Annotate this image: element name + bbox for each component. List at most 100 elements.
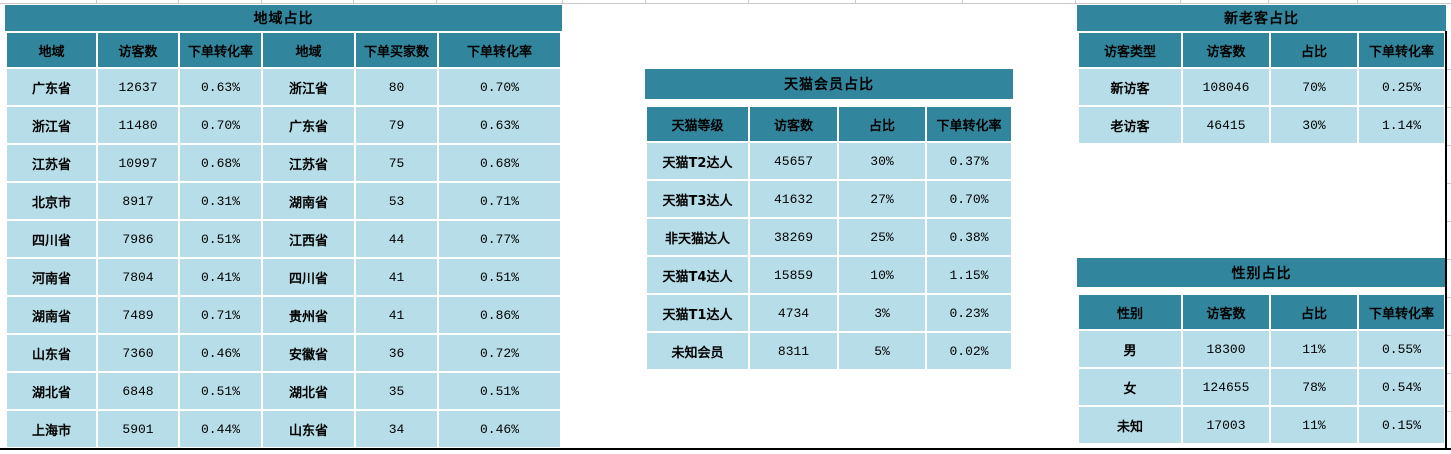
data-cell[interactable]: 44: [356, 221, 437, 257]
data-cell[interactable]: 0.77%: [439, 221, 560, 257]
data-cell[interactable]: 124655: [1183, 369, 1269, 405]
data-cell[interactable]: 78%: [1271, 369, 1357, 405]
data-cell[interactable]: 80: [356, 69, 437, 105]
data-cell[interactable]: 0.46%: [439, 411, 560, 447]
data-cell[interactable]: 12637: [98, 69, 178, 105]
header-cell[interactable]: 下单转化率: [927, 107, 1011, 141]
data-cell[interactable]: 11480: [98, 107, 178, 143]
data-cell[interactable]: 天猫T2达人: [647, 143, 748, 179]
header-cell[interactable]: 下单转化率: [439, 33, 560, 67]
data-cell[interactable]: 男: [1079, 331, 1181, 367]
data-cell[interactable]: 天猫T3达人: [647, 181, 748, 217]
data-cell[interactable]: 0.38%: [927, 219, 1011, 255]
data-cell[interactable]: 0.31%: [180, 183, 261, 219]
data-cell[interactable]: 北京市: [7, 183, 96, 219]
data-cell[interactable]: 0.86%: [439, 297, 560, 333]
data-cell[interactable]: 4734: [750, 295, 837, 331]
data-cell[interactable]: 湖南省: [7, 297, 96, 333]
data-cell[interactable]: 0.37%: [927, 143, 1011, 179]
data-cell[interactable]: 11%: [1271, 331, 1357, 367]
data-cell[interactable]: 27%: [839, 181, 925, 217]
data-cell[interactable]: 0.63%: [439, 107, 560, 143]
data-cell[interactable]: 0.71%: [439, 183, 560, 219]
data-cell[interactable]: 7986: [98, 221, 178, 257]
data-cell[interactable]: 0.15%: [1359, 407, 1444, 443]
data-cell[interactable]: 17003: [1183, 407, 1269, 443]
data-cell[interactable]: 18300: [1183, 331, 1269, 367]
data-cell[interactable]: 上海市: [7, 411, 96, 447]
data-cell[interactable]: 11%: [1271, 407, 1357, 443]
data-cell[interactable]: 10%: [839, 257, 925, 293]
data-cell[interactable]: 0.51%: [439, 259, 560, 295]
data-cell[interactable]: 天猫T4达人: [647, 257, 748, 293]
data-cell[interactable]: 江苏省: [7, 145, 96, 181]
data-cell[interactable]: 10997: [98, 145, 178, 181]
data-cell[interactable]: 36: [356, 335, 437, 371]
data-cell[interactable]: 41: [356, 297, 437, 333]
data-cell[interactable]: 湖北省: [7, 373, 96, 409]
data-cell[interactable]: 浙江省: [7, 107, 96, 143]
data-cell[interactable]: 老访客: [1079, 107, 1181, 143]
data-cell[interactable]: 0.41%: [180, 259, 261, 295]
data-cell[interactable]: 0.72%: [439, 335, 560, 371]
data-cell[interactable]: 江苏省: [263, 145, 354, 181]
data-cell[interactable]: 0.44%: [180, 411, 261, 447]
data-cell[interactable]: 0.71%: [180, 297, 261, 333]
header-cell[interactable]: 性别: [1079, 295, 1181, 329]
data-cell[interactable]: 0.70%: [180, 107, 261, 143]
data-cell[interactable]: 3%: [839, 295, 925, 331]
data-cell[interactable]: 广东省: [263, 107, 354, 143]
data-cell[interactable]: 41632: [750, 181, 837, 217]
header-cell[interactable]: 下单转化率: [180, 33, 261, 67]
data-cell[interactable]: 46415: [1183, 107, 1269, 143]
data-cell[interactable]: 0.02%: [927, 333, 1011, 369]
data-cell[interactable]: 女: [1079, 369, 1181, 405]
data-cell[interactable]: 0.51%: [180, 221, 261, 257]
data-cell[interactable]: 浙江省: [263, 69, 354, 105]
data-cell[interactable]: 0.68%: [180, 145, 261, 181]
data-cell[interactable]: 未知会员: [647, 333, 748, 369]
data-cell[interactable]: 0.23%: [927, 295, 1011, 331]
header-cell[interactable]: 访客数: [1183, 33, 1269, 67]
header-cell[interactable]: 占比: [839, 107, 925, 141]
header-cell[interactable]: 地域: [263, 33, 354, 67]
header-cell[interactable]: 天猫等级: [647, 107, 748, 141]
header-cell[interactable]: 地域: [7, 33, 96, 67]
data-cell[interactable]: 30%: [1271, 107, 1357, 143]
data-cell[interactable]: 0.55%: [1359, 331, 1444, 367]
data-cell[interactable]: 0.54%: [1359, 369, 1444, 405]
header-cell[interactable]: 下单买家数: [356, 33, 437, 67]
data-cell[interactable]: 0.25%: [1359, 69, 1444, 105]
data-cell[interactable]: 安徽省: [263, 335, 354, 371]
data-cell[interactable]: 34: [356, 411, 437, 447]
data-cell[interactable]: 7360: [98, 335, 178, 371]
data-cell[interactable]: 6848: [98, 373, 178, 409]
data-cell[interactable]: 0.46%: [180, 335, 261, 371]
header-cell[interactable]: 下单转化率: [1359, 295, 1444, 329]
data-cell[interactable]: 湖南省: [263, 183, 354, 219]
data-cell[interactable]: 41: [356, 259, 437, 295]
data-cell[interactable]: 四川省: [7, 221, 96, 257]
data-cell[interactable]: 25%: [839, 219, 925, 255]
data-cell[interactable]: 贵州省: [263, 297, 354, 333]
data-cell[interactable]: 河南省: [7, 259, 96, 295]
data-cell[interactable]: 38269: [750, 219, 837, 255]
data-cell[interactable]: 0.51%: [439, 373, 560, 409]
data-cell[interactable]: 山东省: [7, 335, 96, 371]
header-cell[interactable]: 占比: [1271, 33, 1357, 67]
data-cell[interactable]: 70%: [1271, 69, 1357, 105]
data-cell[interactable]: 79: [356, 107, 437, 143]
data-cell[interactable]: 5901: [98, 411, 178, 447]
data-cell[interactable]: 0.68%: [439, 145, 560, 181]
data-cell[interactable]: 天猫T1达人: [647, 295, 748, 331]
header-cell[interactable]: 访客数: [1183, 295, 1269, 329]
data-cell[interactable]: 江西省: [263, 221, 354, 257]
data-cell[interactable]: 湖北省: [263, 373, 354, 409]
data-cell[interactable]: 5%: [839, 333, 925, 369]
data-cell[interactable]: 广东省: [7, 69, 96, 105]
data-cell[interactable]: 山东省: [263, 411, 354, 447]
data-cell[interactable]: 7489: [98, 297, 178, 333]
header-cell[interactable]: 访客类型: [1079, 33, 1181, 67]
data-cell[interactable]: 53: [356, 183, 437, 219]
data-cell[interactable]: 108046: [1183, 69, 1269, 105]
